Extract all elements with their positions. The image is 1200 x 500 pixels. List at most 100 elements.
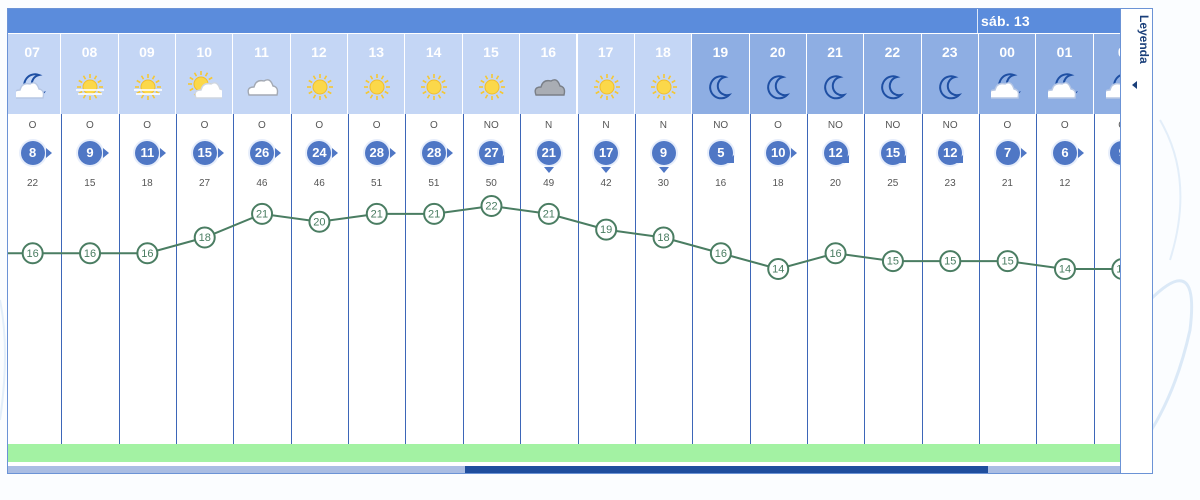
wind-direction: O	[28, 120, 37, 131]
temperature-label: 16	[829, 248, 841, 260]
hour-label: 11	[254, 44, 269, 60]
forecast-columns: O 8 22 O 9 15 O 11 18 O 15 27 O 26 46 O 24 46 O 28 51 O 28 51 NO…	[8, 114, 1152, 444]
wind-arrow-icon	[389, 148, 396, 158]
wind-arrow-icon	[897, 155, 906, 163]
wind-speed-badge: 6	[1052, 141, 1077, 165]
hour-label: 15	[483, 44, 499, 60]
hour-column-header[interactable]: 22	[864, 34, 922, 114]
wind-speed-badge: 15	[880, 141, 905, 165]
temperature-point	[709, 242, 732, 265]
date-label: sáb. 13	[981, 13, 1030, 29]
temperature-label: 16	[141, 248, 153, 260]
wind-speed-badge: 17	[594, 141, 619, 165]
wind-arrow-icon	[658, 167, 669, 173]
moon-icon	[876, 70, 910, 104]
weather-forecast-widget: sáb. 13 07 08 09 10 11 12 13 14 15	[7, 8, 1153, 474]
wind-gust: 18	[772, 178, 784, 189]
wind-speed-badge: 9	[651, 141, 676, 165]
wind-direction: N	[545, 120, 553, 131]
hour-column-header[interactable]: 16	[520, 34, 578, 114]
temperature-label: 15	[944, 256, 956, 268]
column-divider	[290, 114, 292, 444]
temperature-point	[767, 258, 790, 280]
temperature-label: 16	[715, 248, 727, 260]
hour-column-header[interactable]: 09	[118, 34, 177, 114]
column-divider	[176, 114, 178, 444]
wind-gust: 49	[543, 178, 555, 189]
hour-column-header[interactable]: 21	[806, 34, 865, 114]
legend-expand-icon[interactable]	[1132, 81, 1137, 89]
temperature-label: 14	[1116, 264, 1123, 276]
wind-speed-badge: 15	[192, 141, 217, 165]
temperature-point	[595, 218, 618, 241]
wind-speed-badge: 7	[995, 141, 1020, 165]
sun-haze-icon	[131, 70, 165, 104]
temperature-label: 21	[371, 208, 383, 220]
hour-column-header[interactable]: 14	[405, 34, 463, 114]
column-divider	[921, 114, 923, 444]
hour-column-header[interactable]: 01	[1036, 34, 1094, 114]
wind-gust: 23	[944, 178, 956, 189]
temperature-label: 21	[543, 208, 555, 220]
temperature-point	[939, 250, 962, 273]
wind-speed-badge: 24	[307, 141, 332, 165]
hour-column-header[interactable]: 10	[176, 34, 234, 114]
hour-column-header[interactable]: 07	[8, 34, 62, 114]
wind-gust: 30	[657, 178, 669, 189]
wind-arrow-icon	[840, 155, 849, 163]
hour-column-header[interactable]: 15	[462, 34, 521, 114]
wind-gust: 25	[887, 178, 899, 189]
hour-column-header[interactable]: 12	[290, 34, 349, 114]
hour-column-header[interactable]: 17	[577, 34, 635, 114]
temperature-point	[308, 210, 331, 233]
hour-label: 20	[769, 44, 786, 60]
hour-label: 01	[1056, 44, 1073, 60]
wind-direction: N	[659, 120, 667, 131]
legend-label[interactable]: Leyenda	[1137, 15, 1151, 64]
hour-label: 09	[139, 44, 155, 60]
wind-direction: O	[143, 120, 152, 131]
sun-haze-icon	[73, 70, 107, 104]
temperature-chart: 16 16 16 18 21 20 21 21 22 21 19 18 16 14 16 15 15 15 14 14	[8, 195, 1123, 280]
wind-arrow-icon	[1077, 148, 1084, 158]
moon-icon	[934, 70, 968, 104]
sun-icon	[360, 70, 394, 104]
hour-label: 19	[712, 44, 729, 60]
temperature-point	[537, 202, 560, 225]
hour-label: 23	[941, 44, 958, 60]
hour-column-header[interactable]: 18	[634, 34, 693, 114]
temperature-point	[193, 226, 216, 249]
hour-column-header[interactable]: 00	[978, 34, 1037, 114]
day-divider	[977, 9, 978, 33]
horizontal-scrollbar-thumb[interactable]	[465, 466, 988, 473]
wind-gust: 20	[829, 178, 841, 189]
precipitation-band	[8, 444, 1123, 462]
temperature-point	[79, 242, 102, 265]
hour-column-header[interactable]: 23	[921, 34, 979, 114]
wind-speed-badge: 8	[20, 141, 45, 165]
sun-icon	[475, 70, 509, 104]
hour-column-header[interactable]: 20	[749, 34, 807, 114]
temperature-label: 18	[199, 232, 211, 244]
wind-direction: NO	[483, 120, 499, 131]
date-bar: sáb. 13	[8, 9, 1123, 33]
wind-speed-badge: 9	[78, 141, 103, 165]
hour-label: 00	[999, 44, 1015, 60]
moon-cloud-icon	[1045, 70, 1082, 104]
hour-column-header[interactable]: 13	[348, 34, 406, 114]
hour-column-header[interactable]: 08	[61, 34, 119, 114]
sun-icon	[417, 70, 451, 104]
wind-arrow-icon	[103, 148, 110, 158]
hour-column-header[interactable]: 19	[692, 34, 750, 114]
wind-arrow-icon	[332, 148, 339, 158]
legend-panel[interactable]: Leyenda	[1120, 9, 1152, 473]
sun-icon	[303, 70, 337, 104]
hour-header-row: 07 08 09 10 11 12 13 14 15 16	[8, 34, 1151, 114]
hour-label: 14	[425, 44, 442, 60]
wind-speed-badge: 26	[250, 141, 275, 165]
wind-direction: O	[258, 120, 266, 131]
temperature-point	[652, 226, 675, 249]
cloud-icon	[245, 70, 279, 104]
hour-column-header[interactable]: 11	[233, 34, 291, 114]
hour-label: 08	[81, 44, 98, 60]
